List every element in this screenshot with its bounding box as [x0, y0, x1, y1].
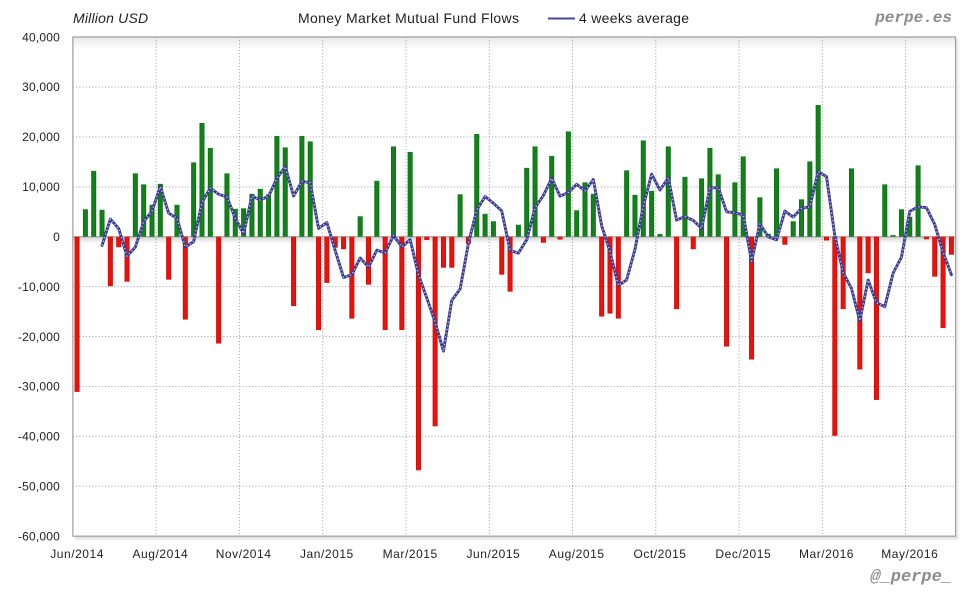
svg-text:@_perpe_: @_perpe_ — [870, 568, 952, 587]
svg-text:4 weeks average: 4 weeks average — [579, 10, 689, 26]
svg-text:Jun/2014: Jun/2014 — [50, 547, 104, 561]
svg-text:Mar/2015: Mar/2015 — [383, 547, 438, 561]
svg-text:0: 0 — [53, 230, 60, 244]
svg-text:Money Market Mutual Fund Flows: Money Market Mutual Fund Flows — [298, 10, 519, 26]
svg-text:20,000: 20,000 — [22, 130, 60, 144]
svg-text:30,000: 30,000 — [22, 80, 60, 94]
svg-text:-30,000: -30,000 — [18, 380, 60, 394]
svg-text:May/2016: May/2016 — [881, 547, 938, 561]
svg-text:Dec/2015: Dec/2015 — [715, 547, 771, 561]
svg-text:Oct/2015: Oct/2015 — [633, 547, 686, 561]
svg-text:Nov/2014: Nov/2014 — [216, 547, 272, 561]
svg-text:40,000: 40,000 — [22, 30, 60, 44]
svg-text:-40,000: -40,000 — [18, 430, 60, 444]
svg-text:Jun/2015: Jun/2015 — [467, 547, 521, 561]
svg-text:Jan/2015: Jan/2015 — [300, 547, 354, 561]
svg-text:Aug/2014: Aug/2014 — [133, 547, 189, 561]
svg-text:-10,000: -10,000 — [18, 280, 60, 294]
svg-text:-60,000: -60,000 — [18, 529, 60, 543]
svg-text:-50,000: -50,000 — [18, 479, 60, 493]
svg-text:Aug/2015: Aug/2015 — [549, 547, 605, 561]
svg-text:Mar/2016: Mar/2016 — [799, 547, 854, 561]
svg-text:perpe.es: perpe.es — [874, 9, 952, 27]
svg-text:10,000: 10,000 — [22, 180, 60, 194]
svg-text:Million USD: Million USD — [73, 10, 148, 26]
svg-text:-20,000: -20,000 — [18, 330, 60, 344]
